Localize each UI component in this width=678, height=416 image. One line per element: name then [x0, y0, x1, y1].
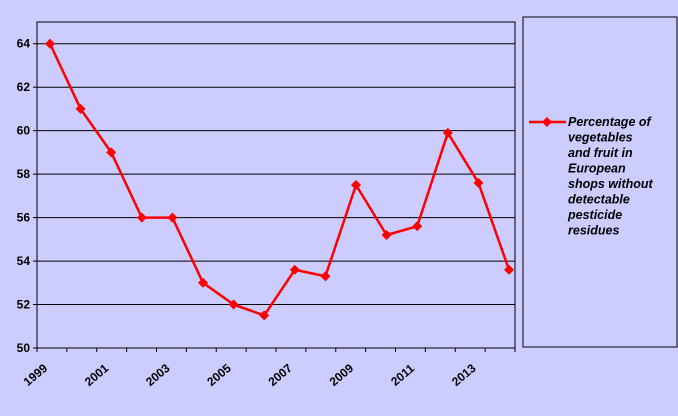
y-tick-label: 60: [17, 124, 31, 138]
legend-label-line: vegetables: [568, 131, 633, 145]
x-tick-label: 2005: [204, 361, 234, 389]
x-tick-label: 1999: [21, 361, 51, 389]
data-point-2010: [381, 229, 392, 240]
y-tick-label: 50: [17, 341, 31, 355]
plot-area: [36, 21, 516, 349]
data-point-2006: [259, 310, 270, 321]
data-point-1999: [45, 38, 55, 49]
data-point-2001: [106, 147, 117, 158]
y-tick-label: 64: [17, 37, 31, 51]
x-tick-label: 2001: [82, 361, 112, 389]
legend-label-line: detectable: [568, 193, 630, 207]
legend-label-line: European: [568, 162, 626, 176]
y-tick-label: 62: [17, 80, 31, 94]
data-point-2013: [473, 177, 484, 188]
y-tick-label: 54: [17, 254, 31, 268]
data-point-2002: [136, 212, 147, 223]
y-tick-label: 52: [17, 298, 31, 312]
data-point-2007: [289, 264, 300, 275]
legend-label-line: Percentage of: [568, 115, 653, 129]
y-tick-label: 58: [17, 167, 31, 181]
data-point-2004: [198, 277, 208, 288]
y-tick-label: 56: [17, 211, 31, 225]
data-point-2009: [351, 180, 361, 190]
data-point-2012: [442, 127, 453, 138]
legend-label-line: shops without: [568, 177, 654, 191]
x-tick-label: 2003: [143, 361, 173, 389]
legend-label-line: residues: [568, 224, 619, 238]
data-point-2014: [504, 264, 514, 275]
x-tick-label: 2013: [449, 361, 479, 389]
legend-label-line: and fruit in: [568, 146, 633, 160]
legend: [522, 16, 678, 348]
legend-label-line: pesticide: [567, 208, 622, 222]
data-point-2005: [228, 299, 239, 310]
data-point-2008: [320, 271, 331, 282]
data-point-2000: [75, 103, 86, 114]
x-tick-label: 2011: [388, 361, 417, 389]
data-point-2011: [412, 221, 423, 232]
data-point-2003: [167, 212, 178, 223]
legend-swatch-marker: [542, 117, 552, 127]
x-tick-label: 2009: [327, 361, 357, 389]
series-line: [48, 43, 511, 317]
x-tick-label: 2007: [266, 361, 296, 389]
